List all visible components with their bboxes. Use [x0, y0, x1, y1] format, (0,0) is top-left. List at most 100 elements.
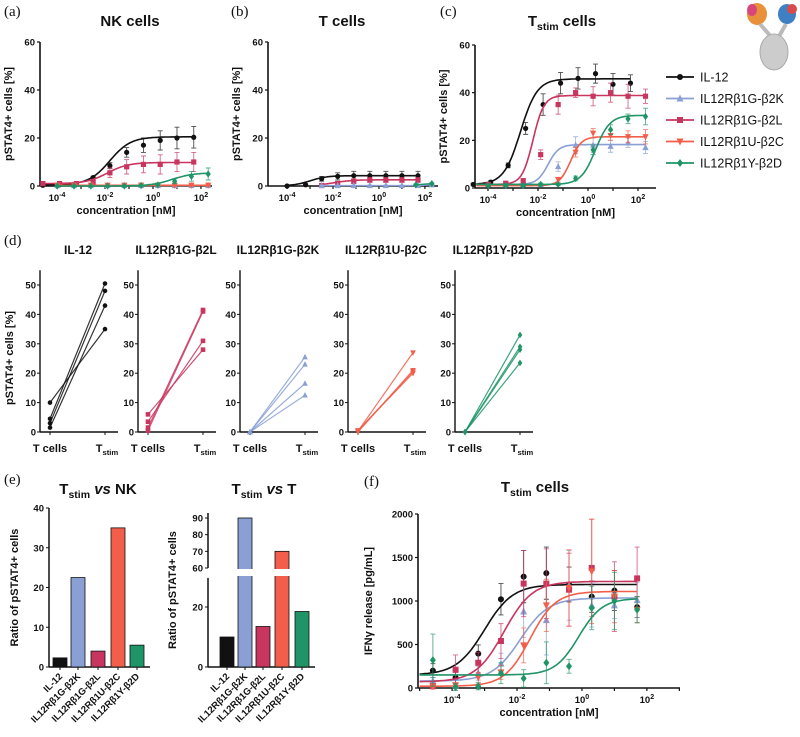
y-tick-label: 0 [465, 184, 470, 195]
marker-circle [174, 135, 180, 141]
y-tick-label: 50 [440, 281, 451, 292]
marker-circle [383, 173, 389, 179]
y-tick-label: 20 [33, 583, 44, 594]
marker-square [191, 159, 197, 165]
bar-IL12Rβ1G-β2K [237, 517, 253, 668]
title-main: T [59, 481, 68, 498]
marker-diamond [555, 180, 561, 189]
tick-base: 10 [575, 695, 586, 706]
y-tick-label: 20 [459, 136, 470, 147]
marker-circle [367, 173, 373, 179]
marker-triangle-up [572, 141, 579, 148]
series-line [415, 182, 432, 186]
y-tick-label: 50 [225, 281, 236, 292]
marker-diamond [104, 182, 111, 190]
y-tick-label: 0 [39, 663, 44, 674]
title-sub: stim [510, 487, 532, 499]
marker-diamond [573, 174, 579, 183]
marker-triangle-down [572, 149, 579, 156]
category-label-t-cells: T cells [448, 443, 482, 455]
marker-triangle-down [642, 134, 649, 141]
legend-label: IL12Rβ1Y-β2D [700, 157, 782, 171]
series-IL12Rβ1Y-β2D [54, 167, 211, 190]
panel-e_left: 010203040IL-12IL12Rβ1G-β2KIL12Rβ1G-β2LIL… [9, 504, 150, 725]
title-f: Tstim cells [501, 479, 569, 499]
y-tick-label: 60 [252, 38, 263, 49]
series-IL12Rβ1Y-β2D [419, 571, 641, 692]
x-tick-label: 10-4 [480, 194, 497, 206]
title-e-left: Tstim vs NK [59, 481, 137, 501]
y-tick-label: 10 [33, 623, 44, 634]
tick-base: 10 [581, 195, 592, 206]
y-tick-label: 20 [24, 134, 35, 145]
marker-triangle-up [302, 380, 308, 386]
panel-label-a: (a) [4, 4, 21, 20]
y-tick-label: 20 [25, 369, 36, 380]
category-label-t-cells: T cells [341, 443, 375, 455]
y-tick-label: 20 [123, 369, 134, 380]
marker-circle [415, 173, 421, 179]
tick-exponent: 2 [428, 192, 432, 199]
marker-circle [399, 173, 405, 179]
marker-diamond [538, 180, 544, 189]
marker-square [124, 164, 130, 170]
marker-diamond [497, 669, 504, 678]
marker-square [520, 178, 526, 184]
y-tick-label: 500 [397, 640, 413, 651]
marker-square [351, 178, 357, 184]
marker-triangle-down [429, 683, 437, 691]
x-axis-label: concentration [nM] [77, 205, 176, 217]
y-tick-label: 40 [225, 310, 236, 321]
marker-circle [497, 596, 504, 603]
y-tick-label: 30 [440, 339, 451, 350]
marker-diamond [520, 182, 526, 190]
bar-IL12Rβ1U-β2C [110, 527, 126, 668]
y-tick-label: 0 [258, 182, 263, 193]
y-tick-label: 60 [24, 38, 35, 49]
y-tick-label: 2000 [392, 510, 413, 521]
tick-base: 10 [444, 695, 455, 706]
tick-exponent: -2 [335, 192, 341, 199]
marker-square [145, 428, 151, 433]
bar-IL12Rβ1G-β2K [70, 577, 86, 668]
marker-square [590, 93, 596, 99]
marker-triangle-down [171, 182, 178, 189]
marker-square [145, 425, 151, 430]
series-IL12Rβ1Y-β2D [413, 180, 435, 189]
fit-curve [419, 597, 638, 682]
marker-circle [557, 80, 564, 86]
series-IL-12 [419, 546, 641, 684]
y-axis-label: pSTAT4+ cells [%] [3, 67, 15, 161]
subpanel-title: IL12Rβ1G-β2K [237, 243, 320, 257]
marker-diamond [588, 603, 595, 612]
x-tick-label: 10-2 [530, 194, 547, 206]
y-tick-label: 0 [31, 428, 36, 439]
panel-d-IL-12: IL-12 0 10 20 30 40 50 T cells Tstim [25, 243, 118, 457]
tick-base: 10 [372, 193, 383, 204]
marker-circle [319, 176, 325, 182]
marker-square [200, 338, 206, 344]
marker-square [452, 666, 459, 673]
y-tick-label: 30 [333, 339, 344, 350]
title-a: NK cells [100, 13, 159, 30]
y-axis-label: IFNγ release [pg/mL] [363, 547, 375, 656]
category-label-tstim: Tstim [296, 443, 319, 457]
title-vs: vs [90, 481, 111, 498]
label-sub: stim [302, 448, 318, 457]
protein-domain-pink [747, 4, 757, 16]
marker-triangle-down [542, 602, 550, 610]
paired-line [357, 369, 414, 433]
marker-circle [610, 81, 616, 87]
x-tick-label: 10-2 [325, 192, 342, 204]
x-tick-label: 10-4 [279, 192, 296, 204]
marker-square [415, 177, 421, 183]
marker-triangle-down [474, 674, 482, 682]
marker-square [475, 659, 482, 666]
marker-circle [124, 149, 130, 155]
marker-circle [523, 125, 529, 132]
legend-item: IL12Rβ1G-β2L [666, 114, 783, 128]
y-tick-label: 20 [333, 369, 344, 380]
